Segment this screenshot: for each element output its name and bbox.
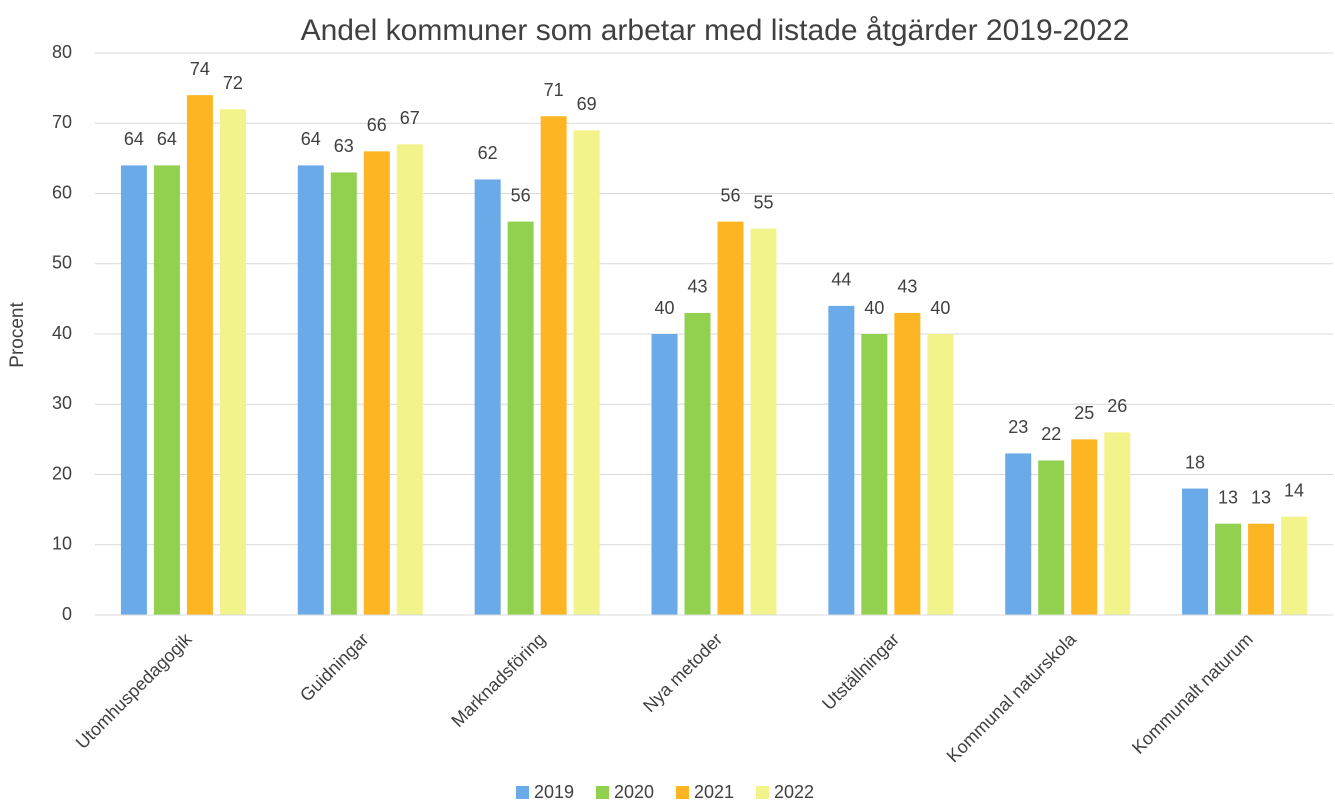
y-tick-label: 60: [52, 182, 72, 202]
bar: [297, 165, 324, 615]
value-label: 62: [478, 143, 498, 163]
legend-label: 2021: [694, 782, 734, 802]
y-tick-label: 50: [52, 253, 72, 273]
x-tick-label: Kommunal naturskola: [943, 628, 1081, 766]
value-label: 66: [367, 115, 387, 135]
value-label: 40: [930, 298, 950, 318]
x-tick-label: Nya metoder: [639, 629, 726, 716]
bar: [1215, 523, 1242, 615]
value-label: 43: [897, 277, 917, 297]
legend-swatch: [676, 786, 689, 799]
legend-swatch: [516, 786, 529, 799]
value-label: 40: [864, 298, 884, 318]
value-label: 64: [124, 129, 144, 149]
x-tick-label: Kommunalt naturum: [1128, 629, 1257, 758]
value-label: 55: [753, 192, 773, 212]
y-tick-label: 80: [52, 42, 72, 62]
bar: [861, 334, 888, 615]
bar: [219, 109, 246, 615]
bar: [1248, 523, 1275, 615]
y-tick-label: 10: [52, 534, 72, 554]
legend-label: 2022: [774, 782, 814, 802]
bar: [1281, 516, 1308, 615]
bar: [507, 221, 534, 615]
value-label: 22: [1041, 424, 1061, 444]
legend-swatch: [596, 786, 609, 799]
bar: [396, 144, 423, 615]
bar: [540, 116, 567, 615]
bar: [1182, 488, 1209, 615]
bar: [573, 130, 600, 615]
value-label: 64: [301, 129, 321, 149]
value-label: 74: [190, 59, 210, 79]
value-label: 40: [654, 298, 674, 318]
value-label: 14: [1284, 480, 1304, 500]
x-tick-label: Utomhuspedagogik: [72, 628, 197, 753]
x-tick-label: Guidningar: [296, 629, 372, 705]
bar: [1071, 439, 1098, 615]
value-label: 69: [577, 94, 597, 114]
x-tick-label: Marknadsföring: [447, 629, 549, 731]
y-tick-label: 30: [52, 393, 72, 413]
legend-label: 2019: [534, 782, 574, 802]
value-label: 63: [334, 136, 354, 156]
bar: [363, 151, 390, 615]
bar: [684, 312, 711, 615]
y-tick-label: 40: [52, 323, 72, 343]
y-tick-label: 70: [52, 112, 72, 132]
bar: [153, 165, 180, 615]
bar: [120, 165, 147, 615]
value-label: 25: [1074, 403, 1094, 423]
value-label: 56: [511, 185, 531, 205]
value-label: 13: [1251, 487, 1271, 507]
value-label: 72: [223, 73, 243, 93]
y-tick-label: 20: [52, 463, 72, 483]
bar: [330, 172, 357, 616]
value-label: 23: [1008, 417, 1028, 437]
value-label: 67: [400, 108, 420, 128]
bar: [1038, 460, 1065, 615]
value-label: 56: [720, 185, 740, 205]
legend-swatch: [756, 786, 769, 799]
y-tick-label: 0: [62, 604, 72, 624]
bar: [828, 305, 855, 615]
bar: [717, 221, 744, 615]
value-label: 43: [687, 277, 707, 297]
chart-title: Andel kommuner som arbetar med listade å…: [301, 14, 1130, 47]
x-tick-label: Utställningar: [818, 629, 903, 714]
value-label: 26: [1107, 396, 1127, 416]
value-label: 71: [544, 80, 564, 100]
bar: [894, 312, 921, 615]
bar: [750, 228, 777, 615]
y-axis-label: Procent: [7, 302, 28, 368]
value-label: 13: [1218, 487, 1238, 507]
bar: [1104, 432, 1131, 615]
bar: [651, 334, 678, 615]
bar: [927, 334, 954, 615]
bar: [186, 95, 213, 615]
value-label: 64: [157, 129, 177, 149]
legend-label: 2020: [614, 782, 654, 802]
value-label: 44: [831, 270, 851, 290]
bar: [1005, 453, 1032, 615]
value-label: 18: [1185, 452, 1205, 472]
bar: [474, 179, 501, 615]
